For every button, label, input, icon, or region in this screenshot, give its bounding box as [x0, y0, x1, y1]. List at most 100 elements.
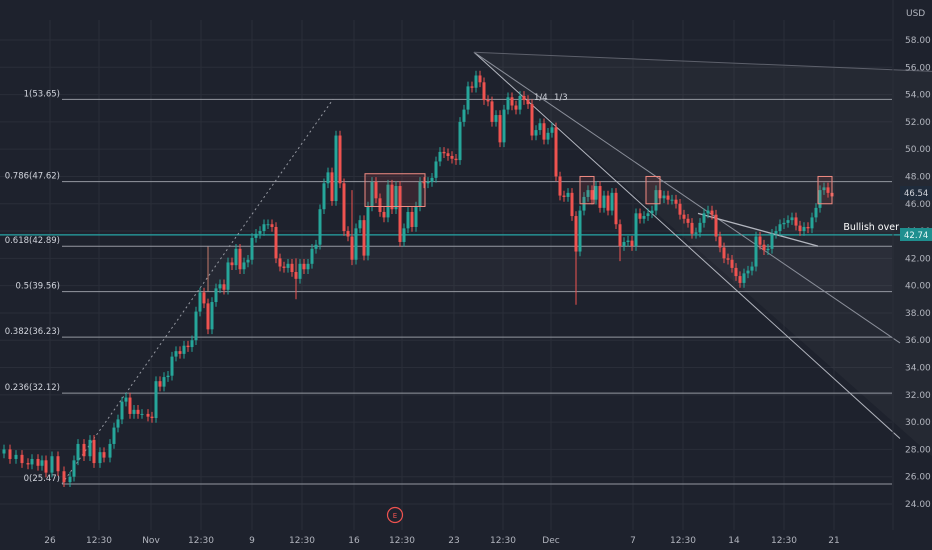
candle — [330, 167, 334, 206]
y-tick-label: 30.00 — [905, 418, 931, 428]
candle — [386, 179, 390, 223]
candle-body — [150, 416, 154, 419]
candle — [162, 372, 166, 392]
candle — [562, 190, 566, 202]
candle-body — [538, 123, 542, 131]
candle-body — [718, 236, 722, 248]
candle-body — [810, 217, 814, 229]
candle — [686, 214, 690, 228]
fibonacci-retracement[interactable]: 1(53.65) 0.786(47.62) 0.618(42.89) 0.5(39.5… — [0, 89, 900, 485]
candle-body — [730, 259, 734, 268]
candle — [406, 207, 410, 234]
candle — [814, 203, 818, 223]
candle — [818, 185, 822, 213]
candle-body — [526, 100, 530, 105]
candle — [98, 447, 102, 468]
candle — [694, 227, 698, 239]
candle — [718, 231, 722, 253]
candle — [706, 205, 710, 219]
y-tick-label: 56.00 — [905, 63, 931, 73]
candle-body — [534, 130, 538, 136]
candle-body — [222, 284, 226, 290]
candle-body — [88, 439, 92, 457]
candle — [702, 208, 706, 228]
candle-body — [124, 397, 128, 402]
candle-body — [194, 311, 198, 341]
y-tick-label: 48.00 — [905, 172, 931, 182]
candle-body — [374, 181, 378, 199]
candle — [306, 259, 310, 275]
candle-body — [318, 209, 322, 245]
candle — [2, 444, 6, 459]
fan-line-upper[interactable] — [473, 51, 932, 72]
candle — [534, 125, 538, 141]
candle-body — [514, 105, 518, 110]
candle — [698, 218, 702, 238]
candle-body — [382, 211, 386, 218]
candle-body — [738, 276, 742, 283]
candle-body — [418, 181, 422, 207]
candle-body — [158, 381, 162, 387]
time-axis[interactable]: 26 12:30 Nov 12:30 9 12:30 16 12:30 23 12:30 Dec 7 1… — [44, 536, 839, 546]
candle-body — [646, 213, 650, 217]
trend-fan[interactable]: 1/4 1/3 — [473, 51, 932, 439]
candle-body — [554, 127, 558, 177]
candle-body — [254, 233, 258, 238]
candle-body — [266, 224, 270, 226]
candle-body — [108, 443, 112, 458]
candle-body — [166, 375, 170, 378]
candle-body — [174, 351, 178, 357]
candle — [354, 223, 358, 265]
fan-region-shade — [474, 52, 932, 457]
candle-body — [68, 476, 72, 483]
candle — [494, 110, 498, 127]
candle — [56, 451, 60, 477]
candle-body — [826, 187, 830, 193]
candle — [578, 205, 582, 257]
candle — [190, 335, 194, 352]
candle — [112, 422, 116, 449]
candle — [490, 96, 494, 127]
y-tick-label: 36.00 — [905, 336, 931, 346]
candle-body — [62, 471, 66, 483]
x-tick-label: 14 — [728, 536, 740, 546]
candle-body — [570, 192, 574, 217]
candle-body — [506, 97, 510, 110]
candle — [682, 209, 686, 224]
candle — [128, 392, 132, 419]
x-tick-label: 12:30 — [670, 536, 696, 546]
x-tick-label: 12:30 — [771, 536, 797, 546]
candle-body — [630, 240, 634, 247]
candle-body — [190, 340, 194, 348]
candle — [282, 261, 286, 273]
candle — [570, 188, 574, 221]
candle — [790, 212, 794, 225]
candle-body — [702, 213, 706, 223]
candle-body — [44, 460, 48, 473]
candle-body — [682, 214, 686, 219]
wedge-trendline[interactable] — [697, 212, 819, 247]
candle-body — [694, 232, 698, 234]
candle — [470, 81, 474, 93]
candle-body — [270, 224, 274, 227]
candle — [298, 259, 302, 284]
candle-body — [666, 195, 670, 200]
x-tick-label: 12:30 — [389, 536, 415, 546]
earnings-icon[interactable] — [386, 506, 404, 524]
candle — [730, 254, 734, 273]
candle — [62, 466, 66, 487]
fan-line-1-3[interactable] — [473, 51, 901, 344]
candle — [554, 122, 558, 182]
candle — [262, 219, 266, 236]
candle — [522, 91, 526, 105]
candle-body — [678, 203, 682, 215]
candle-body — [102, 452, 106, 458]
candle — [794, 212, 798, 231]
candle-body — [686, 218, 690, 223]
fan-line-1x1[interactable] — [473, 51, 901, 439]
candle — [124, 392, 128, 407]
candle — [234, 244, 238, 270]
candle — [290, 259, 294, 277]
